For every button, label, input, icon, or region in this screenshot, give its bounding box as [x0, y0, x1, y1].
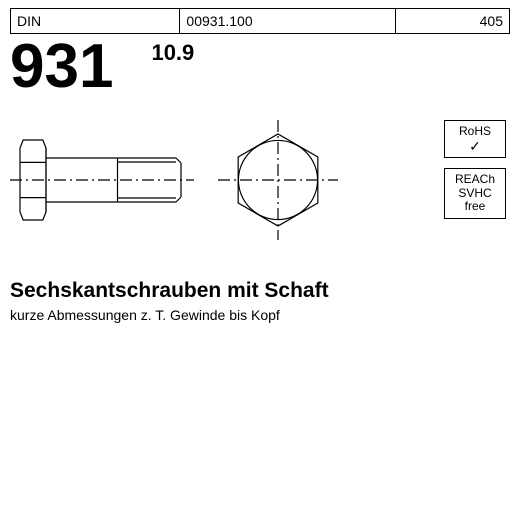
reach-line1: REACh: [447, 173, 503, 187]
compliance-badges: RoHS ✓ REACh SVHC free: [444, 120, 506, 219]
titles-block: Sechskantschrauben mit Schaft kurze Abme…: [10, 279, 510, 323]
product-title: Sechskantschrauben mit Schaft: [10, 279, 510, 303]
header-table: DIN 00931.100 405: [10, 8, 510, 34]
reach-badge: REACh SVHC free: [444, 168, 506, 219]
bolt-drawing-svg: [10, 110, 510, 265]
header-cell-din: DIN: [11, 9, 180, 34]
product-subtitle: kurze Abmessungen z. T. Gewinde bis Kopf: [10, 307, 510, 323]
reach-line3: free: [447, 200, 503, 214]
header-cell-right: 405: [396, 9, 510, 34]
rohs-badge: RoHS ✓: [444, 120, 506, 158]
reach-line2: SVHC: [447, 187, 503, 201]
strength-grade: 10.9: [151, 36, 194, 66]
check-icon: ✓: [447, 139, 503, 153]
spec-row: 931 10.9: [10, 36, 510, 98]
header-cell-code: 00931.100: [180, 9, 396, 34]
standard-number: 931: [10, 36, 151, 98]
technical-drawing: [10, 110, 510, 265]
rohs-label: RoHS: [447, 125, 503, 139]
